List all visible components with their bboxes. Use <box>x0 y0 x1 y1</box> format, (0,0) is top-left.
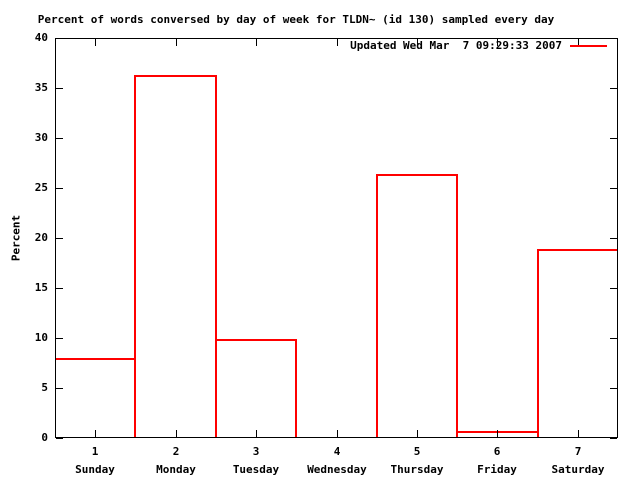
y-tick-label: 35 <box>34 81 48 94</box>
y-tick-label: 30 <box>34 131 48 144</box>
y-tick-right <box>610 388 617 389</box>
x-tick-label: 2 <box>172 445 180 458</box>
y-tick-left <box>56 438 63 439</box>
bar-sunday <box>55 358 137 438</box>
y-tick-left <box>56 88 63 89</box>
x-tick-top <box>256 39 257 46</box>
y-tick-label: 0 <box>41 431 48 444</box>
y-tick-right <box>610 338 617 339</box>
x-tick-label: 6 <box>493 445 501 458</box>
y-tick-right <box>610 288 617 289</box>
x-day-name: Tuesday <box>232 463 280 476</box>
y-tick-left <box>56 388 63 389</box>
x-day-name: Friday <box>477 463 517 476</box>
y-tick-label: 10 <box>34 331 48 344</box>
x-day-name: Saturday <box>551 463 605 476</box>
y-tick-right <box>610 138 617 139</box>
y-tick-right <box>610 88 617 89</box>
y-tick-left <box>56 338 63 339</box>
x-tick-label: 4 <box>333 445 341 458</box>
y-tick-label: 5 <box>41 381 48 394</box>
x-tick-bottom <box>95 430 96 437</box>
x-tick-bottom <box>256 430 257 437</box>
x-tick-bottom <box>578 430 579 437</box>
bar-tuesday <box>214 339 298 438</box>
x-tick-label: 1 <box>91 445 99 458</box>
y-tick-left <box>56 38 63 39</box>
y-tick-left <box>56 238 63 239</box>
bar-thursday <box>375 174 459 438</box>
legend-line-sample <box>570 45 607 47</box>
chart-title: Percent of words conversed by day of wee… <box>37 13 555 26</box>
bar-monday <box>134 75 217 438</box>
x-day-name: Monday <box>156 463 196 476</box>
x-day-name: Thursday <box>390 463 444 476</box>
legend-label: Updated Wed Mar 7 09:29:33 2007 <box>350 39 562 52</box>
x-tick-top <box>337 39 338 46</box>
x-tick-bottom <box>497 430 498 437</box>
legend: Updated Wed Mar 7 09:29:33 2007 <box>350 40 607 52</box>
y-tick-right <box>610 438 617 439</box>
x-tick-top <box>176 39 177 46</box>
x-tick-label: 3 <box>252 445 260 458</box>
y-tick-left <box>56 188 63 189</box>
x-tick-label: 5 <box>413 445 421 458</box>
x-day-name: Sunday <box>75 463 115 476</box>
bar-saturday <box>536 249 618 438</box>
y-tick-label: 25 <box>34 181 48 194</box>
bars-layer <box>55 38 618 439</box>
x-tick-bottom <box>417 430 418 437</box>
x-tick-bottom <box>176 430 177 437</box>
y-tick-label: 40 <box>34 31 48 44</box>
y-tick-right <box>610 238 617 239</box>
x-tick-top <box>417 39 418 46</box>
y-tick-left <box>56 138 63 139</box>
x-tick-top <box>578 39 579 46</box>
y-tick-right <box>610 188 617 189</box>
y-tick-label: 20 <box>34 231 48 244</box>
y-tick-left <box>56 288 63 289</box>
x-tick-top <box>497 39 498 46</box>
x-tick-top <box>95 39 96 46</box>
x-tick-bottom <box>337 430 338 437</box>
x-day-name: Wednesday <box>307 463 367 476</box>
y-tick-right <box>610 38 617 39</box>
y-tick-label: 15 <box>34 281 48 294</box>
x-tick-label: 7 <box>574 445 582 458</box>
